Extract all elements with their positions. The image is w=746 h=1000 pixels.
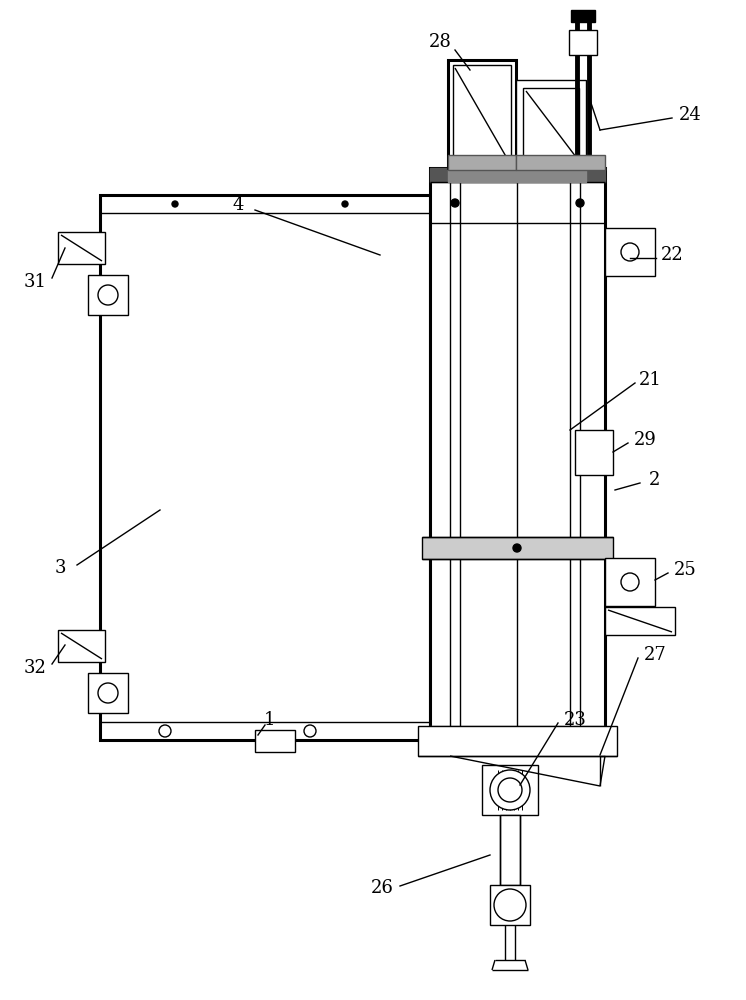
Bar <box>422 537 613 559</box>
Bar <box>430 168 605 182</box>
Text: 27: 27 <box>644 646 666 664</box>
Circle shape <box>172 201 178 207</box>
Bar <box>605 558 655 606</box>
Text: 22: 22 <box>661 246 683 264</box>
Circle shape <box>621 243 639 261</box>
Bar <box>430 168 605 740</box>
Text: 32: 32 <box>24 659 46 677</box>
Text: 26: 26 <box>371 879 393 897</box>
Bar <box>575 430 613 475</box>
Circle shape <box>513 544 521 552</box>
Circle shape <box>498 778 522 802</box>
Bar <box>418 726 617 756</box>
Text: 23: 23 <box>563 711 586 729</box>
Bar <box>448 168 586 182</box>
Bar <box>490 885 530 925</box>
Text: 2: 2 <box>649 471 661 489</box>
Circle shape <box>576 199 584 207</box>
Text: 29: 29 <box>633 431 656 449</box>
Text: 1: 1 <box>264 711 276 729</box>
Bar <box>255 730 295 752</box>
Circle shape <box>490 770 530 810</box>
Bar <box>605 607 675 635</box>
Bar <box>58 630 105 662</box>
Text: 24: 24 <box>679 106 701 124</box>
Bar <box>58 232 105 264</box>
Bar <box>523 88 579 160</box>
Bar <box>453 65 511 163</box>
Bar <box>448 60 516 168</box>
Text: 25: 25 <box>674 561 696 579</box>
Text: 28: 28 <box>428 33 451 51</box>
Bar <box>571 10 595 22</box>
Text: 21: 21 <box>639 371 662 389</box>
Text: 3: 3 <box>54 559 66 577</box>
Circle shape <box>621 573 639 591</box>
Text: 31: 31 <box>24 273 46 291</box>
Text: 4: 4 <box>232 196 244 214</box>
Bar <box>516 155 605 170</box>
Bar <box>100 195 430 740</box>
Circle shape <box>304 725 316 737</box>
Bar <box>430 726 605 740</box>
Bar <box>500 815 520 885</box>
Circle shape <box>98 285 118 305</box>
Circle shape <box>159 725 171 737</box>
Bar <box>605 228 655 276</box>
Bar <box>88 673 128 713</box>
Circle shape <box>98 683 118 703</box>
Bar <box>448 155 516 170</box>
Circle shape <box>342 201 348 207</box>
Bar <box>569 30 597 55</box>
Bar <box>88 275 128 315</box>
Bar <box>516 80 586 168</box>
Circle shape <box>451 199 459 207</box>
Bar <box>482 765 538 815</box>
Circle shape <box>494 889 526 921</box>
